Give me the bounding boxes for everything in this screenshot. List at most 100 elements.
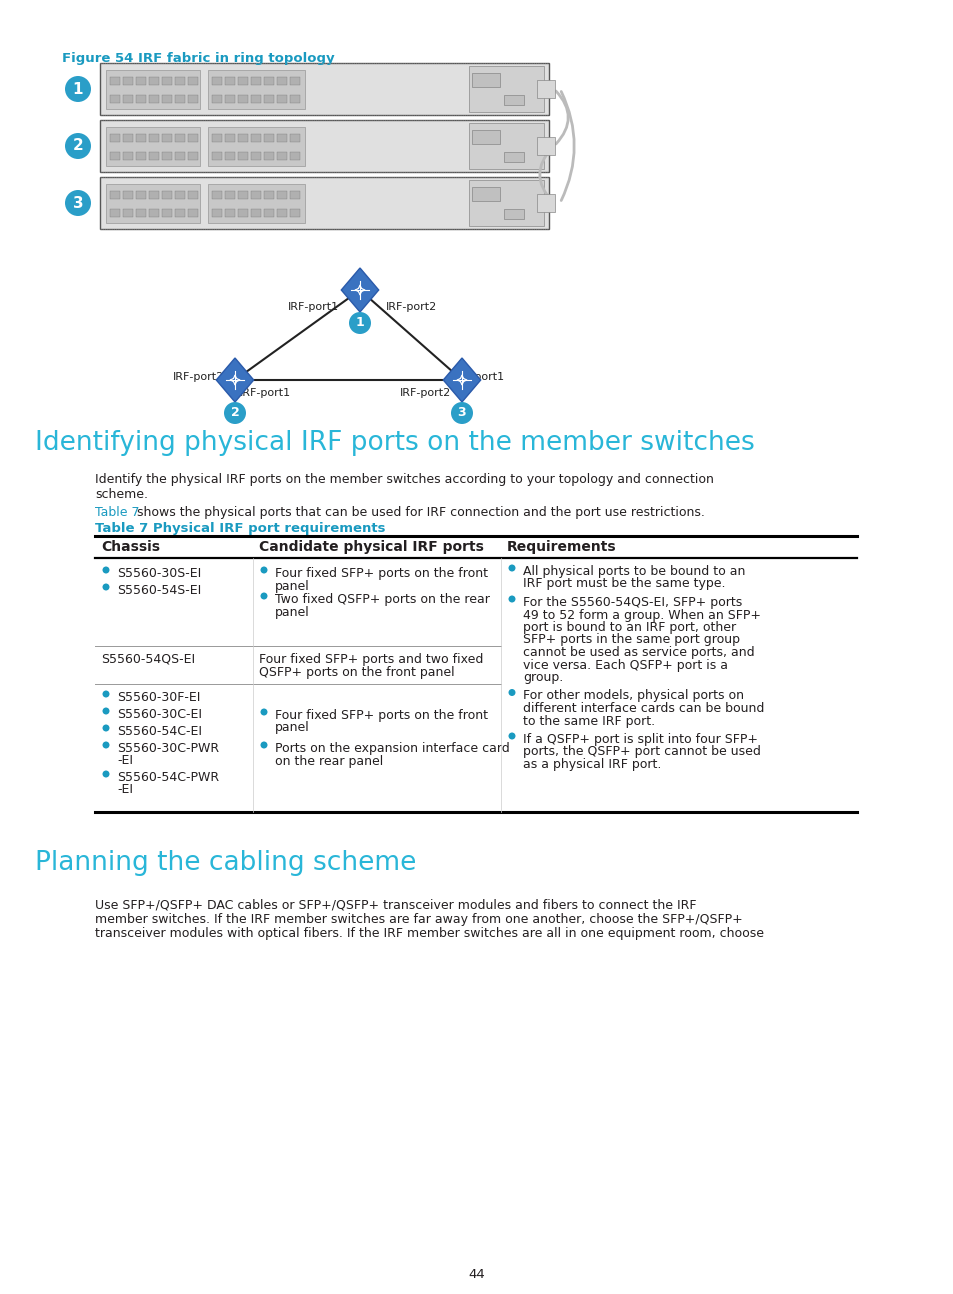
- Text: Four fixed SFP+ ports on the front: Four fixed SFP+ ports on the front: [274, 709, 488, 722]
- Bar: [276, 94, 287, 104]
- Bar: [110, 192, 120, 199]
- Bar: [225, 210, 234, 217]
- Bar: [110, 151, 120, 160]
- Bar: [237, 94, 248, 104]
- Bar: [188, 151, 198, 160]
- Bar: [174, 135, 185, 142]
- Bar: [503, 94, 523, 105]
- Bar: [174, 94, 185, 104]
- Text: S5560-30S-EI: S5560-30S-EI: [117, 567, 201, 580]
- Bar: [212, 94, 222, 104]
- Bar: [100, 120, 548, 172]
- Circle shape: [508, 688, 515, 696]
- Text: panel: panel: [274, 722, 310, 735]
- Text: panel: panel: [274, 606, 310, 619]
- Text: 44: 44: [468, 1268, 485, 1281]
- Bar: [225, 78, 234, 85]
- Bar: [264, 135, 274, 142]
- Text: IRF-port1: IRF-port1: [288, 302, 338, 312]
- Bar: [237, 192, 248, 199]
- Bar: [149, 192, 159, 199]
- Bar: [251, 151, 261, 160]
- Circle shape: [102, 691, 110, 697]
- Text: S5560-54C-EI: S5560-54C-EI: [117, 725, 202, 738]
- Bar: [106, 127, 200, 166]
- Bar: [188, 94, 198, 104]
- Text: IRF-port2: IRF-port2: [386, 302, 436, 312]
- Bar: [123, 210, 132, 217]
- Bar: [290, 192, 299, 199]
- Bar: [472, 129, 499, 144]
- Bar: [149, 135, 159, 142]
- Text: For the S5560-54QS-EI, SFP+ ports: For the S5560-54QS-EI, SFP+ ports: [522, 597, 741, 609]
- Text: IRF-port1: IRF-port1: [240, 388, 291, 399]
- Bar: [264, 78, 274, 85]
- Text: S5560-54C-PWR: S5560-54C-PWR: [117, 771, 219, 784]
- Bar: [110, 78, 120, 85]
- Bar: [264, 210, 274, 217]
- FancyArrowPatch shape: [539, 148, 552, 201]
- Text: IRF-port2: IRF-port2: [172, 371, 224, 382]
- Bar: [472, 188, 499, 201]
- Bar: [106, 184, 200, 223]
- Circle shape: [65, 190, 91, 216]
- Circle shape: [508, 732, 515, 739]
- Bar: [110, 135, 120, 142]
- Text: 1: 1: [72, 82, 83, 97]
- Text: Four fixed SFP+ ports and two fixed: Four fixed SFP+ ports and two fixed: [258, 653, 483, 666]
- Bar: [149, 78, 159, 85]
- Text: IRF port must be the same type.: IRF port must be the same type.: [522, 577, 724, 590]
- Text: 1: 1: [355, 317, 364, 330]
- Text: cannot be used as service ports, and: cannot be used as service ports, and: [522, 646, 754, 659]
- Circle shape: [260, 709, 267, 716]
- Bar: [208, 184, 305, 223]
- Polygon shape: [443, 358, 480, 402]
- Bar: [123, 192, 132, 199]
- Bar: [276, 151, 287, 160]
- Bar: [188, 135, 198, 142]
- Text: IRF-port2: IRF-port2: [399, 388, 451, 399]
- Text: vice versa. Each QSFP+ port is a: vice versa. Each QSFP+ port is a: [522, 659, 727, 672]
- Text: 49 to 52 form a group. When an SFP+: 49 to 52 form a group. When an SFP+: [522, 608, 760, 621]
- Circle shape: [349, 312, 371, 334]
- Bar: [188, 192, 198, 199]
- Text: S5560-30F-EI: S5560-30F-EI: [117, 691, 200, 704]
- Bar: [469, 66, 543, 113]
- Bar: [537, 80, 555, 98]
- Bar: [212, 78, 222, 85]
- Text: QSFP+ ports on the front panel: QSFP+ ports on the front panel: [258, 666, 455, 679]
- Text: member switches. If the IRF member switches are far away from one another, choos: member switches. If the IRF member switc…: [95, 912, 742, 925]
- Text: Table 7: Table 7: [95, 506, 139, 519]
- Bar: [136, 135, 146, 142]
- Text: Chassis: Chassis: [101, 540, 160, 554]
- Bar: [136, 94, 146, 104]
- Polygon shape: [341, 268, 378, 312]
- Circle shape: [451, 402, 473, 424]
- Text: to the same IRF port.: to the same IRF port.: [522, 714, 655, 727]
- Circle shape: [102, 725, 110, 731]
- Bar: [237, 151, 248, 160]
- Bar: [276, 135, 287, 142]
- Bar: [290, 135, 299, 142]
- Bar: [208, 127, 305, 166]
- Text: If a QSFP+ port is split into four SFP+: If a QSFP+ port is split into four SFP+: [522, 732, 758, 747]
- Bar: [537, 137, 555, 155]
- Text: IRF-port1: IRF-port1: [454, 371, 504, 382]
- Bar: [537, 194, 555, 212]
- Text: Two fixed QSFP+ ports on the rear: Two fixed QSFP+ ports on the rear: [274, 593, 489, 606]
- Text: 3: 3: [457, 406, 466, 419]
- Text: as a physical IRF port.: as a physical IRF port.: [522, 758, 660, 771]
- Bar: [469, 180, 543, 226]
- Bar: [237, 78, 248, 85]
- Circle shape: [65, 133, 91, 159]
- Circle shape: [102, 770, 110, 778]
- Text: panel: panel: [274, 580, 310, 593]
- Circle shape: [508, 564, 515, 572]
- Bar: [503, 210, 523, 219]
- Circle shape: [260, 593, 267, 599]
- Bar: [123, 151, 132, 160]
- Bar: [208, 70, 305, 109]
- Circle shape: [508, 595, 515, 603]
- Text: S5560-54QS-EI: S5560-54QS-EI: [101, 653, 195, 666]
- Text: 3: 3: [72, 195, 83, 211]
